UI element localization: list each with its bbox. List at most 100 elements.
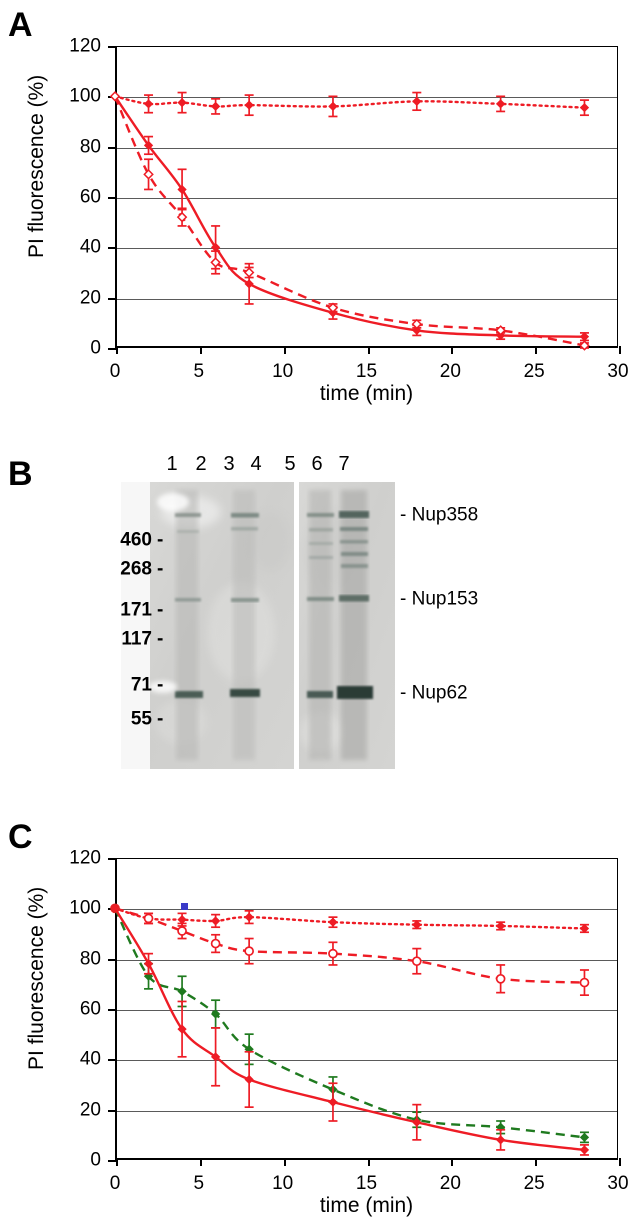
panel-c-series-line (113, 907, 585, 1139)
panel-c-x-tick (535, 1158, 538, 1166)
panel-c-data-point (143, 913, 154, 924)
panel-a-data-point (243, 267, 255, 278)
panel-c-letter: C (8, 818, 33, 856)
panel-c-data-point (579, 1132, 590, 1142)
panel-a-data-point (579, 340, 590, 351)
panel-c-data-point (244, 1074, 254, 1085)
panel-c-data-point (177, 1024, 187, 1034)
panel-c-x-tick (199, 1158, 202, 1166)
panel-c-data-point (411, 956, 422, 967)
panel-a-y-tick-label: 80 (79, 136, 101, 158)
panel-a-data-point (210, 257, 221, 268)
gel-bands-graphic (149, 482, 395, 769)
panel-a-x-tick-label: 30 (607, 361, 629, 382)
gel-mw-marker: 460 (120, 529, 152, 551)
panel-c-data-point (579, 1145, 590, 1155)
panel-a: A PI fluorescence (%) time (min) 0 20 40 60… (0, 0, 641, 415)
panel-c-blue-marker-artifact (181, 903, 188, 910)
panel-c-data-point (495, 921, 506, 931)
panel-a-data-point (579, 332, 590, 342)
panel-a-data-point (244, 279, 254, 289)
panel-c-x-tick-label: 30 (607, 1173, 629, 1194)
panel-c-data-point (110, 903, 120, 913)
panel-a-data-point (495, 325, 506, 336)
panel-a-x-tick (451, 346, 454, 354)
panel-c-data-point (244, 912, 254, 922)
panel-c-x-tick-label: 15 (355, 1173, 378, 1194)
panel-a-letter: A (8, 6, 33, 44)
panel-c-y-tick (108, 858, 117, 860)
panel-a-series-0 (110, 91, 590, 118)
panel-a-data-point (177, 184, 187, 195)
gel-lane-number: 2 (195, 453, 207, 475)
panel-c-data-point (177, 926, 187, 936)
gel-mw-tick-dash: - (157, 674, 164, 696)
panel-a-series-line (114, 95, 585, 338)
panel-b: B (0, 440, 641, 805)
panel-c-series-1 (110, 903, 590, 997)
panel-c-data-point (210, 1052, 221, 1062)
panel-a-x-tick (283, 346, 286, 354)
panel-a-y-tick (108, 297, 117, 300)
panel-a-x-tick (367, 346, 370, 354)
gel-protein-label: - Nup62 (400, 682, 468, 704)
panel-c-gridline (117, 1060, 617, 1062)
panel-a-y-tick (108, 46, 117, 48)
panel-a-gridline (117, 298, 617, 300)
panel-c-x-tick-label: 0 (109, 1173, 121, 1194)
panel-a-x-tick (535, 346, 538, 354)
panel-c-data-point (328, 917, 338, 927)
gel-mw-tick-dash: - (157, 599, 164, 621)
panel-a-x-tick-label: 15 (355, 361, 378, 382)
panel-a-y-tick (108, 247, 117, 250)
gel-lane-number: 4 (250, 453, 262, 475)
panel-a-x-tick-label: 5 (193, 361, 205, 382)
panel-c-data-point (143, 971, 154, 981)
gel-mw-marker: 71 (130, 674, 152, 696)
panel-a-data-point (411, 318, 423, 330)
panel-b-letter: B (8, 455, 33, 493)
gel-mw-marker: 268 (120, 558, 152, 580)
panel-c-data-point (328, 1097, 338, 1107)
panel-c-data-point (495, 1135, 506, 1145)
gel-mw-tick-dash: - (157, 529, 164, 551)
panel-c-x-tick (619, 1158, 621, 1166)
panel-c-x-tick-label: 20 (439, 1173, 461, 1194)
panel-c-gridline (117, 959, 617, 961)
panel-a-gridline (117, 97, 617, 99)
panel-c-x-axis-title: time (min) (319, 1194, 414, 1217)
panel-c-x-tick (116, 1158, 118, 1166)
panel-a-x-tick (116, 346, 118, 354)
panel-c-series-line (113, 907, 585, 1152)
panel-a-x-axis-title: time (min) (319, 382, 414, 405)
panel-c-x-tick-label: 10 (272, 1173, 294, 1194)
gel-mw-marker: 171 (120, 599, 152, 621)
gel-mw-marker: 55 (130, 708, 152, 730)
panel-c-data-point (143, 959, 154, 969)
panel-c-gridline (117, 1010, 617, 1011)
panel-c-gridline (117, 909, 617, 911)
panel-a-data-point (143, 140, 154, 151)
western-blot: 1 2 3 4 5 6 7 460-268-171-117-71-55- - Nup358- N… (0, 440, 641, 805)
panel-c-data-point (177, 986, 187, 997)
gel-mw-tick-dash: - (157, 708, 164, 730)
panel-c-x-tick-label: 5 (193, 1173, 205, 1194)
panel-c-series-line (114, 907, 585, 984)
panel-c-x-tick (451, 1158, 454, 1166)
panel-a-chart: PI fluorescence (%) time (min) 0 20 40 60 80… (0, 0, 641, 415)
gel-mw-tick-dash: - (157, 628, 164, 650)
panel-a-data-point (177, 97, 187, 108)
panel-a-data-point (210, 101, 221, 112)
panel-c-y-tick-label: 60 (79, 998, 101, 1020)
panel-a-series-line (113, 95, 585, 347)
panel-c-y-tick (108, 958, 117, 961)
gel-lane-number: 7 (338, 453, 350, 475)
panel-a-x-tick (199, 346, 202, 354)
panel-a-plot-area (108, 46, 621, 354)
panel-a-data-point (579, 103, 590, 113)
panel-c-series-3 (110, 903, 590, 1156)
panel-a-data-point (244, 100, 254, 110)
gel-lane-number: 3 (223, 453, 235, 475)
panel-a-data-point (495, 99, 506, 109)
panel-a-x-tick-label: 20 (439, 361, 461, 382)
